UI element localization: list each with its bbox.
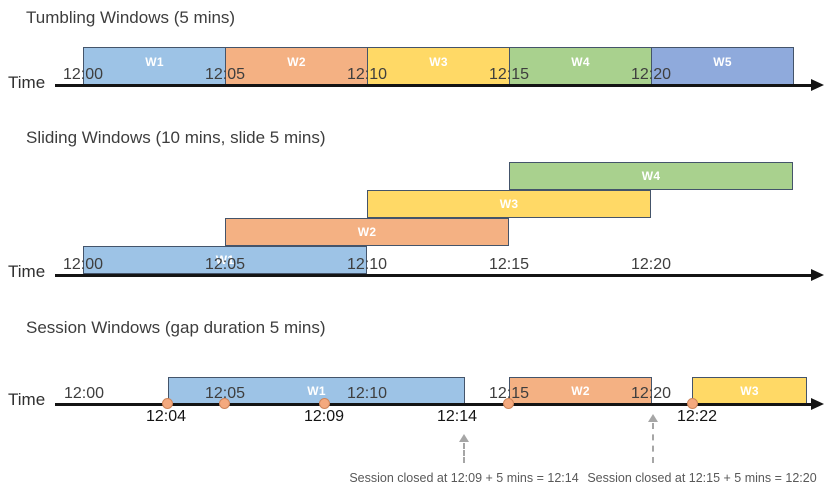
sliding-window-w2-label: W2 xyxy=(357,225,377,239)
tumbling-window-w3: W3 xyxy=(367,48,509,84)
session-window-w3-label: W3 xyxy=(740,383,759,398)
tumbling-window-w3-label: W3 xyxy=(429,55,448,69)
session-window-w2-label: W2 xyxy=(571,383,590,398)
session-window-w2: W2 xyxy=(509,377,652,404)
event-dot-1215 xyxy=(503,398,514,409)
session-close-annotation-right: Session closed at 12:15 + 5 mins = 12:20 xyxy=(587,471,817,485)
event-time-label-1222: 12:22 xyxy=(676,408,718,425)
sliding-window-w2: W2 xyxy=(225,218,509,246)
dashed-up-arrow-icon-left xyxy=(459,434,469,442)
dashed-arrow-stem-right xyxy=(652,423,654,463)
tumbling-tick-1200: 12:00 xyxy=(62,66,104,83)
session-window-w3: W3 xyxy=(692,377,807,404)
tumbling-tick-1220: 12:20 xyxy=(630,66,672,83)
tumbling-tick-1205: 12:05 xyxy=(204,66,246,83)
event-dot-1205 xyxy=(219,398,230,409)
sliding-tick-1215: 12:15 xyxy=(488,256,530,273)
tumbling-window-w1: W1 xyxy=(84,48,225,84)
tumbling-window-w5-label: W5 xyxy=(713,55,732,69)
tumbling-timeline xyxy=(55,84,813,87)
session-timeline xyxy=(55,403,813,406)
window-close-label-1214: 12:14 xyxy=(436,408,478,425)
event-dot-1209 xyxy=(319,398,330,409)
sliding-window-w1: W1 xyxy=(83,246,367,274)
session-section-title: Session Windows (gap duration 5 mins) xyxy=(26,318,326,337)
tumbling-tick-1210: 12:10 xyxy=(346,66,388,83)
session-tick-1215: 12:15 xyxy=(488,385,530,402)
session-tick-1210: 12:10 xyxy=(346,385,388,402)
tumbling-tick-1215: 12:15 xyxy=(488,66,530,83)
tumbling-window-w1-label: W1 xyxy=(145,55,164,69)
sliding-time-axis-label: Time xyxy=(8,262,46,281)
session-close-annotation-left: Session closed at 12:09 + 5 mins = 12:14 xyxy=(349,471,579,485)
tumbling-window-w4-label: W4 xyxy=(571,55,590,69)
sliding-window-w3: W3 xyxy=(367,190,651,218)
sliding-window-w3-label: W3 xyxy=(499,197,519,211)
tumbling-window-w2: W2 xyxy=(225,48,367,84)
tumbling-window-row: W1 W2 W3 W4 W5 xyxy=(83,47,794,85)
tumbling-window-w2-label: W2 xyxy=(287,55,306,69)
sliding-tick-1200: 12:00 xyxy=(62,256,104,273)
session-tick-1200: 12:00 xyxy=(63,385,105,402)
tumbling-window-w4: W4 xyxy=(509,48,651,84)
event-dot-1204 xyxy=(162,398,173,409)
event-time-label-1204: 12:04 xyxy=(145,408,187,425)
tumbling-window-w5: W5 xyxy=(651,48,793,84)
sliding-window-w4-label: W4 xyxy=(641,169,661,183)
sliding-timeline xyxy=(55,274,813,277)
event-dot-1222 xyxy=(687,398,698,409)
sliding-tick-1205: 12:05 xyxy=(204,256,246,273)
session-timeline-arrow-icon xyxy=(811,398,824,410)
tumbling-time-axis-label: Time xyxy=(8,73,46,92)
sliding-tick-1210: 12:10 xyxy=(346,256,388,273)
dashed-arrow-stem-left xyxy=(463,443,465,463)
sliding-tick-1220: 12:20 xyxy=(630,256,672,273)
dashed-up-arrow-icon-right xyxy=(648,414,658,422)
event-time-label-1209: 12:09 xyxy=(303,408,345,425)
tumbling-timeline-arrow-icon xyxy=(811,79,824,91)
session-time-axis-label: Time xyxy=(8,390,46,409)
sliding-window-w4: W4 xyxy=(509,162,793,190)
session-window-w1-label: W1 xyxy=(307,383,326,398)
session-tick-1220: 12:20 xyxy=(630,385,672,402)
tumbling-section-title: Tumbling Windows (5 mins) xyxy=(26,8,236,27)
session-tick-1205: 12:05 xyxy=(204,385,246,402)
sliding-timeline-arrow-icon xyxy=(811,269,824,281)
sliding-window-w1-label: W1 xyxy=(215,253,235,267)
sliding-section-title: Sliding Windows (10 mins, slide 5 mins) xyxy=(26,128,326,147)
